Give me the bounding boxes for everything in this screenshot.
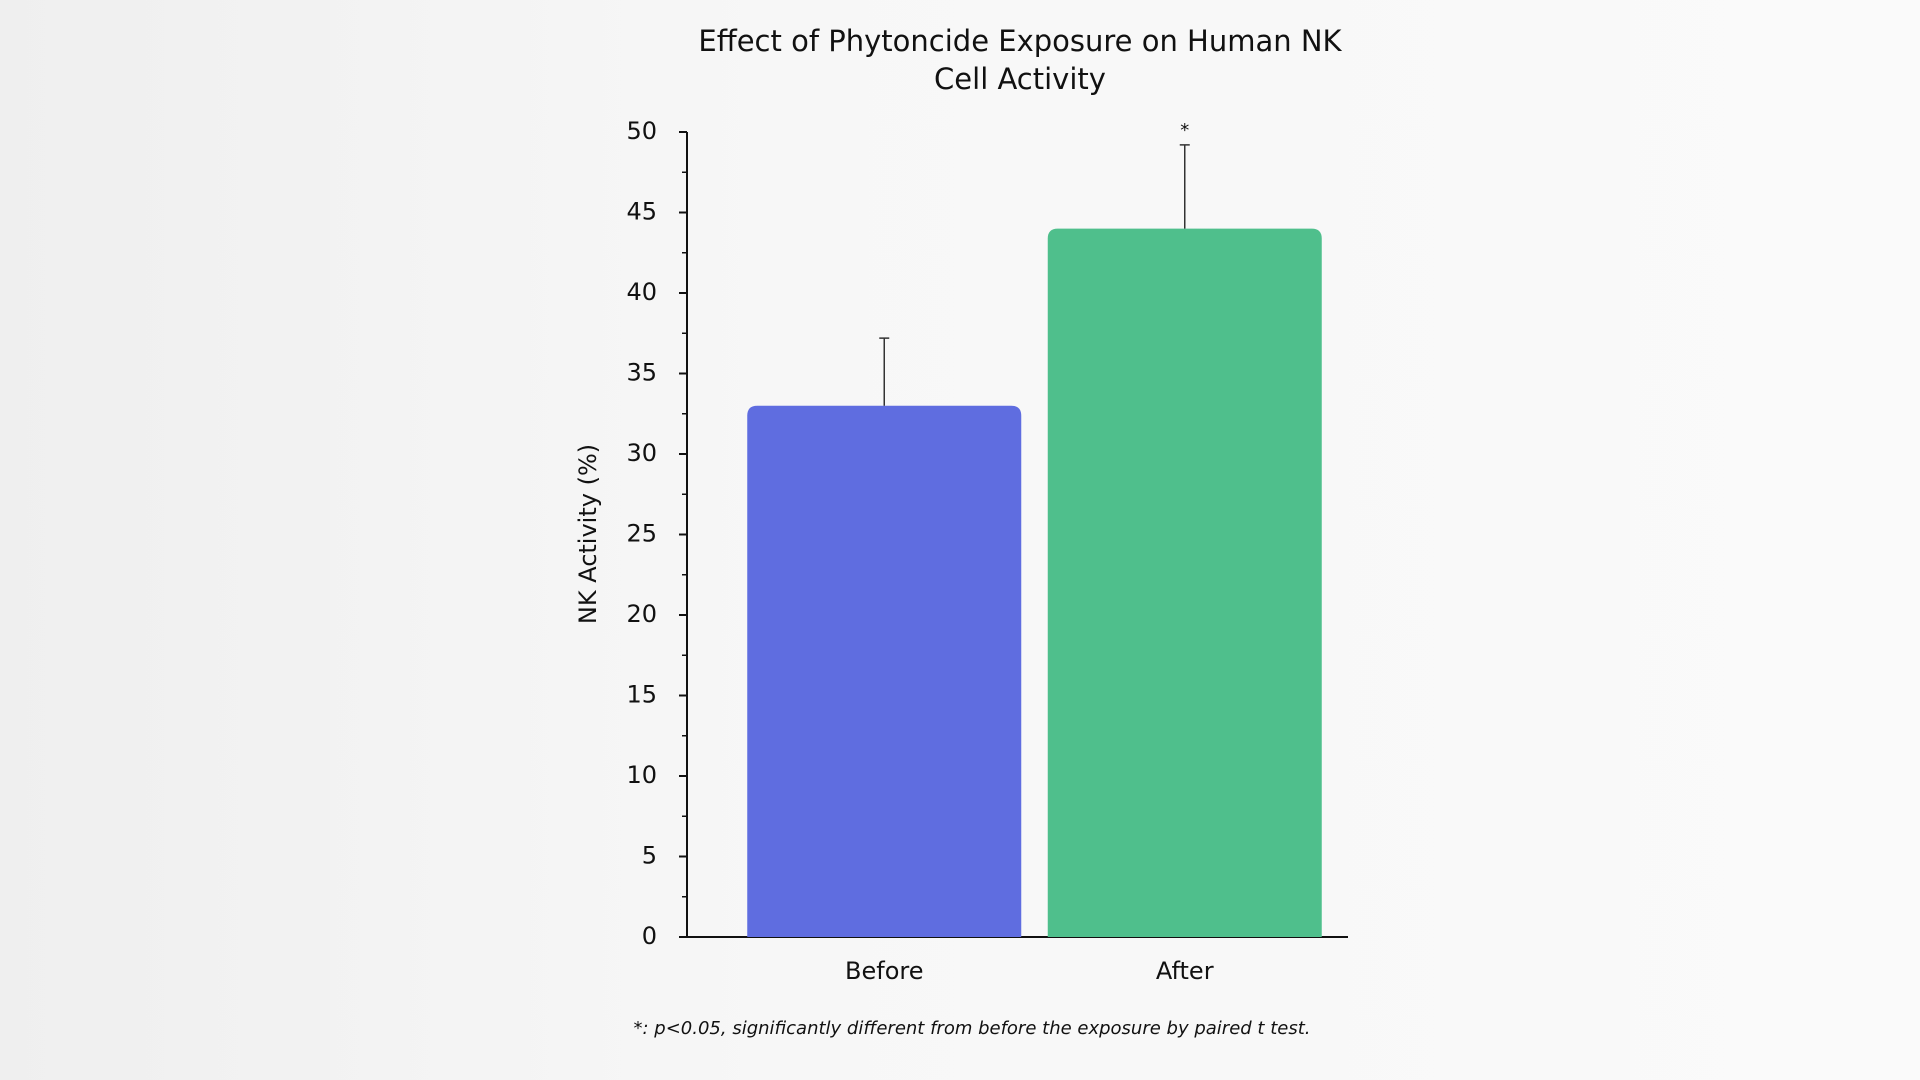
y-tick-label: 45 bbox=[626, 198, 657, 226]
y-tick-label: 0 bbox=[642, 922, 657, 950]
footnote: *: p<0.05, significantly different from … bbox=[634, 1018, 1311, 1039]
y-axis-label: NK Activity (%) bbox=[574, 444, 602, 624]
y-tick-label: 10 bbox=[626, 761, 657, 789]
y-tick-label: 35 bbox=[626, 359, 657, 387]
y-tick-label: 25 bbox=[626, 520, 657, 548]
bar bbox=[747, 405, 1022, 937]
bar bbox=[1047, 228, 1322, 938]
x-tick-label: After bbox=[1156, 957, 1214, 985]
significance-marker: * bbox=[1180, 120, 1189, 141]
error-bar bbox=[879, 337, 890, 406]
y-tick-label: 5 bbox=[642, 842, 657, 870]
chart-title: Effect of Phytoncide Exposure on Human N… bbox=[698, 24, 1342, 96]
error-bar bbox=[1179, 144, 1190, 229]
y-tick-label: 15 bbox=[626, 681, 657, 709]
y-tick-label: 20 bbox=[626, 600, 657, 628]
y-tick-label: 50 bbox=[626, 117, 657, 145]
y-tick-label: 40 bbox=[626, 278, 657, 306]
x-tick-label: Before bbox=[845, 957, 923, 985]
y-tick-label: 30 bbox=[626, 439, 657, 467]
